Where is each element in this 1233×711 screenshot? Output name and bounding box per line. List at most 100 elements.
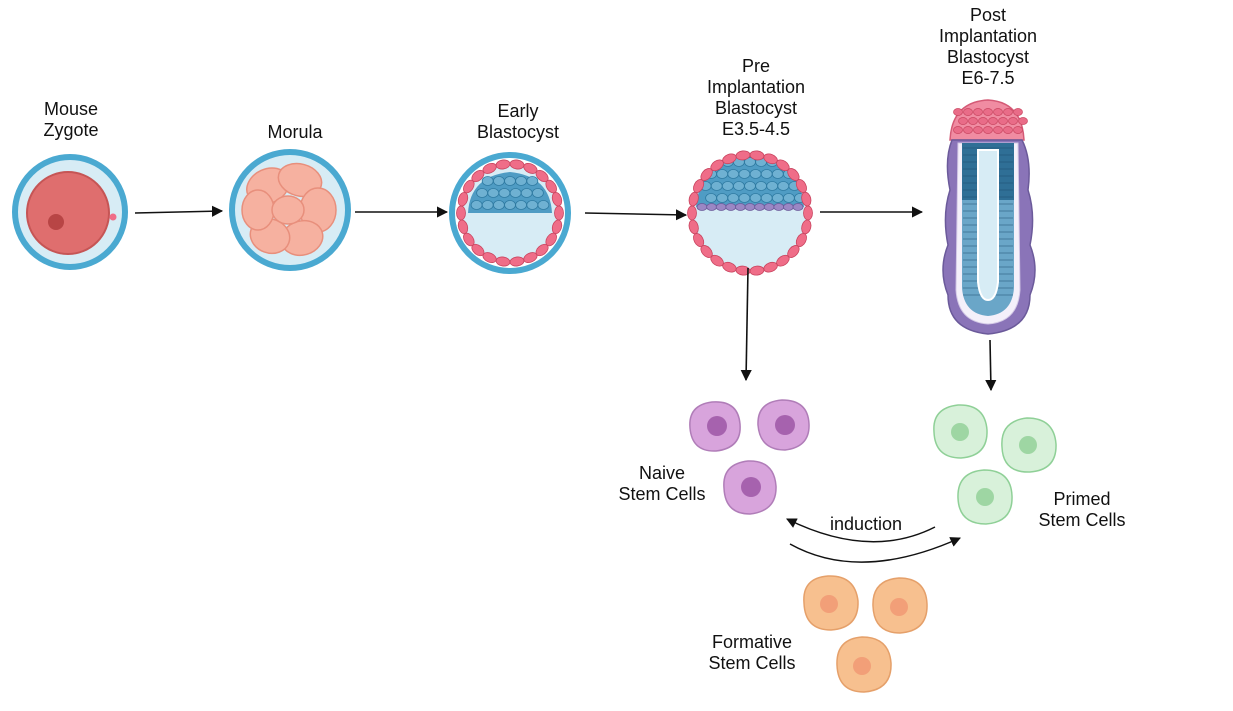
cell-texture: [716, 193, 729, 203]
cell-texture: [715, 203, 727, 211]
cell-texture: [749, 169, 762, 179]
cell-texture: [498, 188, 511, 198]
cell-texture: [481, 176, 494, 186]
cell-texture: [476, 188, 489, 198]
cell-texture: [710, 181, 723, 191]
cell-texture: [532, 188, 544, 198]
post-implantation-illustration: [942, 99, 1036, 335]
cell-texture: [456, 205, 466, 221]
label-primed-stem-cells: Primed Stem Cells: [1038, 489, 1126, 530]
cell-texture: [963, 108, 973, 116]
cell-texture: [470, 200, 483, 210]
cell-texture: [735, 203, 746, 211]
cell-texture: [492, 200, 505, 210]
primed-stem-cells: [933, 404, 1057, 525]
cell-texture: [492, 176, 505, 186]
cell-texture: [504, 200, 516, 210]
cell-texture: [777, 181, 790, 191]
cell-texture: [716, 169, 729, 179]
cell-texture: [1003, 108, 1013, 116]
formative-stem-cells: [803, 575, 928, 693]
cell-texture: [754, 203, 765, 211]
cell-texture: [526, 176, 539, 186]
cell-texture: [520, 188, 533, 198]
cell-texture: [973, 126, 983, 134]
cell-texture: [993, 108, 1003, 116]
cell-texture: [744, 181, 756, 191]
cell-texture: [760, 169, 773, 179]
cell-texture: [487, 188, 500, 198]
cell-texture: [803, 205, 813, 221]
cell-texture: [771, 193, 784, 203]
cell-texture: [725, 203, 737, 211]
cell-texture: [744, 203, 756, 211]
cell-texture: [537, 200, 550, 210]
cell-texture: [968, 117, 978, 125]
arrow-induction-to-naive: [786, 518, 936, 543]
cell-texture: [481, 200, 494, 210]
cell-texture: [1018, 117, 1028, 125]
cell-texture: [687, 205, 697, 221]
naive-stem-cells: [689, 399, 810, 515]
cell-texture: [983, 108, 993, 116]
cell-texture: [998, 117, 1008, 125]
cell-texture: [1008, 117, 1018, 125]
cell-texture: [1003, 126, 1013, 134]
cell-texture: [526, 200, 539, 210]
label-morula: Morula: [267, 122, 323, 142]
arrow-naive-to-primed: [789, 537, 961, 563]
early-blastocyst-illustration: [449, 152, 571, 274]
cell-texture: [953, 126, 963, 134]
cell-texture: [763, 203, 775, 211]
cell-texture: [978, 117, 988, 125]
cell-texture: [504, 176, 516, 186]
cell-texture: [766, 181, 779, 191]
cell-texture: [738, 169, 751, 179]
cell-texture: [755, 181, 767, 191]
cell-texture: [993, 126, 1003, 134]
label-mouse-zygote: Mouse Zygote: [43, 99, 99, 140]
label-pre-implantation-blastocyst: Pre Implantation Blastocyst E3.5-4.5: [706, 56, 806, 139]
cell-texture: [1013, 108, 1023, 116]
cell-texture: [749, 193, 762, 203]
label-induction: induction: [829, 514, 903, 534]
cell-texture: [705, 193, 717, 203]
arrow-pre-to-naive: [740, 267, 752, 382]
pre-implantation-illustration: [687, 150, 813, 276]
cell-texture: [721, 181, 734, 191]
cell-texture: [515, 176, 527, 186]
cell-texture: [953, 108, 963, 116]
arrow-zygote-to-morula: [134, 205, 224, 217]
cell-texture: [988, 117, 998, 125]
label-early-blastocyst: Early Blastocyst: [476, 101, 560, 142]
cell-texture: [515, 200, 527, 210]
cell-texture: [696, 203, 708, 211]
cell-texture: [551, 191, 563, 207]
label-formative-stem-cells: Formative Stem Cells: [708, 632, 796, 673]
cell-texture: [738, 193, 751, 203]
cell-texture: [1013, 126, 1023, 134]
cell-texture: [783, 203, 794, 211]
label-naive-stem-cells: Naive Stem Cells: [618, 463, 706, 504]
cell-texture: [554, 205, 564, 221]
cell-texture: [727, 193, 740, 203]
arrow-post-to-primed: [985, 339, 997, 392]
cell-texture: [958, 117, 968, 125]
cell-texture: [706, 203, 717, 211]
cell-texture: [773, 203, 785, 211]
arrow-early-to-pre-implantation: [584, 209, 688, 221]
cell-texture: [963, 126, 973, 134]
cell-texture: [771, 169, 784, 179]
cell-texture: [801, 191, 812, 207]
cell-texture: [733, 181, 745, 191]
cell-texture: [760, 193, 773, 203]
cell-texture: [783, 193, 795, 203]
cell-texture: [792, 203, 804, 211]
cell-texture: [727, 169, 740, 179]
morula-illustration: [229, 149, 351, 271]
label-post-implantation-blastocyst: Post Implantation Blastocyst E6-7.5: [938, 5, 1038, 88]
cell-texture: [973, 108, 983, 116]
cell-texture: [509, 188, 522, 198]
